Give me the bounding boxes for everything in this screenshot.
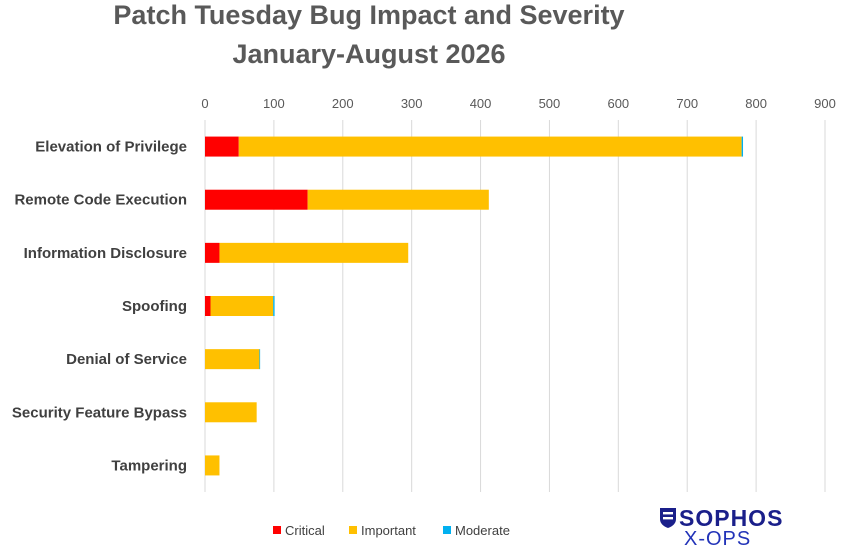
bar-important-4: [205, 349, 260, 370]
chart-title-line-2: January-August 2026: [232, 39, 505, 69]
bar-critical-2: [205, 242, 220, 263]
legend: Critical Important Moderate: [273, 523, 510, 538]
bar-important-0: [238, 136, 742, 157]
legend-swatch-moderate: [443, 526, 451, 534]
bars: [205, 136, 744, 476]
legend-swatch-important: [349, 526, 357, 534]
category-label: Tampering: [111, 457, 187, 474]
x-tick-label: 900: [814, 96, 836, 111]
category-label: Remote Code Execution: [14, 192, 187, 209]
category-label: Security Feature Bypass: [12, 404, 187, 421]
legend-entry-critical: Critical: [285, 523, 325, 538]
x-tick-label: 400: [470, 96, 492, 111]
xops-wordmark: X-OPS: [684, 528, 751, 548]
legend-entry-important: Important: [361, 523, 416, 538]
x-tick-label: 300: [401, 96, 423, 111]
bar-critical-0: [205, 136, 239, 157]
bar-important-5: [205, 402, 257, 423]
x-tick-label: 700: [676, 96, 698, 111]
bar-moderate-4: [259, 349, 261, 370]
category-label: Elevation of Privilege: [35, 139, 187, 156]
category-label: Denial of Service: [66, 351, 187, 368]
x-tick-label: 0: [201, 96, 208, 111]
bar-moderate-3: [273, 296, 275, 316]
bar-important-1: [307, 189, 489, 210]
x-tick-label: 200: [332, 96, 354, 111]
x-tick-label: 100: [263, 96, 285, 111]
gridlines: [204, 120, 826, 492]
category-label: Information Disclosure: [24, 245, 187, 262]
bar-critical-1: [205, 189, 308, 210]
x-tick-label: 800: [745, 96, 767, 111]
chart-title-line-1: Patch Tuesday Bug Impact and Severity: [113, 0, 624, 30]
x-tick-label: 500: [539, 96, 561, 111]
bar-important-3: [210, 296, 274, 316]
category-labels: Elevation of Privilege Remote Code Execut…: [12, 139, 187, 475]
sophos-wordmark: SOPHOS: [679, 505, 783, 531]
legend-swatch-critical: [273, 526, 281, 534]
bar-moderate-0: [741, 136, 744, 157]
bar-critical-3: [205, 296, 211, 316]
x-tick-label: 600: [607, 96, 629, 111]
x-axis-tick-labels: 0 100 200 300 400 500 600 700 800 900: [201, 96, 835, 111]
sophos-logo: SOPHOS X-OPS: [660, 505, 783, 548]
category-label: Spoofing: [122, 298, 187, 315]
legend-entry-moderate: Moderate: [455, 523, 510, 538]
bar-important-6: [205, 455, 220, 476]
bar-important-2: [219, 242, 409, 263]
